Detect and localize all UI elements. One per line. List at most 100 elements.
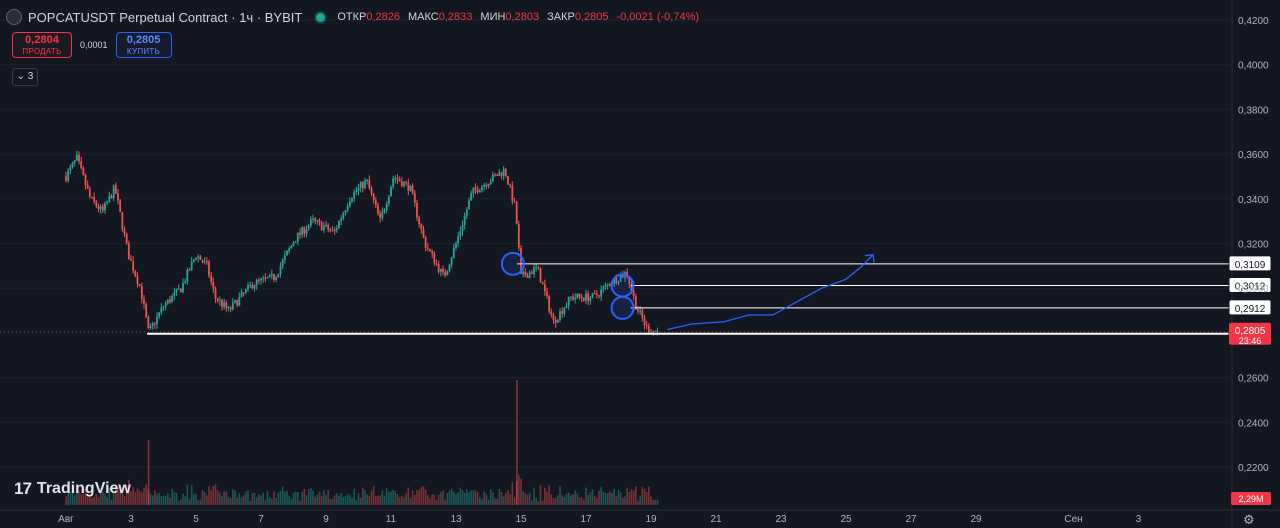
volume-bar bbox=[424, 489, 427, 505]
volume-bar bbox=[236, 497, 238, 505]
buy-button[interactable]: 0,2805 КУПИТЬ bbox=[115, 32, 172, 58]
volume-bar bbox=[344, 495, 347, 505]
candle-body bbox=[125, 233, 128, 244]
price-axis[interactable]: 0,4200 0,4000 0,3800 0,3600 0,3400 0,3200 0,30… bbox=[1229, 16, 1271, 505]
volume-bar bbox=[310, 488, 312, 505]
volume-bar bbox=[238, 493, 241, 505]
volume-bar bbox=[104, 494, 106, 505]
drawings[interactable] bbox=[500, 251, 875, 331]
candle-body bbox=[652, 330, 655, 333]
candle-body bbox=[654, 330, 657, 332]
volume-bar bbox=[396, 494, 399, 505]
volume-bar bbox=[481, 499, 483, 505]
volume-bar bbox=[112, 491, 115, 505]
volume-bar bbox=[565, 493, 568, 505]
volume-bar bbox=[548, 485, 550, 505]
candle-body bbox=[520, 247, 522, 274]
candle-body bbox=[307, 225, 310, 230]
volume-bar bbox=[580, 497, 583, 505]
candle-body bbox=[277, 273, 280, 278]
candle-body bbox=[437, 263, 440, 272]
volume-bar bbox=[108, 488, 111, 505]
candle-body bbox=[637, 309, 639, 312]
volume-bar bbox=[392, 489, 394, 505]
volume-bar bbox=[273, 491, 275, 505]
candle-body bbox=[342, 213, 345, 219]
candle-body bbox=[413, 193, 416, 203]
candle-body bbox=[123, 228, 126, 234]
candle-body bbox=[214, 288, 217, 299]
volume-bar bbox=[637, 500, 639, 505]
candle-body bbox=[634, 295, 637, 310]
candle-body bbox=[561, 311, 564, 314]
settings-gear-icon[interactable]: ⚙ bbox=[1243, 512, 1255, 527]
candle-body bbox=[656, 331, 659, 333]
volume-bar bbox=[524, 493, 527, 505]
volume-bar bbox=[561, 495, 563, 505]
sell-button[interactable]: 0,2804 ПРОДАТЬ bbox=[12, 32, 72, 58]
candle-body bbox=[212, 281, 215, 289]
candle-body bbox=[238, 296, 241, 306]
volume-label: 2,29M bbox=[1238, 494, 1263, 504]
candle-body bbox=[255, 279, 258, 286]
volume-bar bbox=[498, 488, 501, 505]
candle-body bbox=[485, 184, 488, 187]
volume-bar bbox=[394, 491, 397, 505]
candle-body bbox=[303, 227, 306, 234]
candle-body bbox=[498, 172, 501, 176]
volume-bar bbox=[446, 492, 449, 505]
candle-body bbox=[160, 307, 163, 313]
circle-marker bbox=[610, 273, 635, 298]
volume-bar bbox=[327, 490, 329, 505]
candle-body bbox=[548, 296, 551, 312]
volume-bar bbox=[570, 495, 572, 505]
volume-bar bbox=[123, 495, 126, 505]
volume-bar bbox=[299, 500, 301, 505]
chart-title[interactable]: POPCATUSDT Perpetual Contract · 1ч · BYB… bbox=[28, 9, 303, 25]
volume-bar bbox=[557, 495, 559, 505]
candle-body bbox=[578, 293, 581, 297]
volume-bar bbox=[249, 500, 251, 505]
y-tick-label: 0,2200 bbox=[1238, 463, 1269, 474]
candle-body bbox=[593, 293, 596, 295]
level-price-label: 0,3012 bbox=[1235, 282, 1266, 293]
volume-bar bbox=[342, 496, 345, 505]
candle-body bbox=[353, 191, 356, 199]
volume-bar bbox=[201, 490, 204, 505]
candle-body bbox=[320, 221, 323, 230]
indicators-toggle[interactable]: ⌄ 3 bbox=[12, 68, 38, 86]
candle-body bbox=[221, 300, 223, 307]
projection-arrow bbox=[667, 254, 874, 331]
volume-bar bbox=[440, 491, 442, 505]
level-price-label: 0,2912 bbox=[1235, 304, 1266, 315]
volume-bar bbox=[227, 496, 230, 505]
candle-body bbox=[331, 229, 334, 231]
candle-body bbox=[333, 229, 336, 231]
candle-body bbox=[522, 271, 525, 274]
volume-bar bbox=[388, 491, 390, 505]
volume-bar bbox=[639, 495, 641, 505]
sell-price: 0,2804 bbox=[25, 34, 59, 46]
candle-body bbox=[396, 178, 399, 180]
volume-bar bbox=[476, 492, 479, 505]
volume-bar bbox=[247, 490, 249, 505]
candle-body bbox=[138, 284, 141, 286]
volume-bar bbox=[260, 495, 262, 505]
candle-body bbox=[329, 229, 332, 231]
candle-body bbox=[210, 275, 213, 282]
tradingview-logo[interactable]: 17 TradingView bbox=[14, 479, 131, 499]
candle-body bbox=[136, 276, 139, 285]
candle-body bbox=[600, 289, 603, 297]
level-price-tag bbox=[1228, 277, 1272, 294]
chart-header: POPCATUSDT Perpetual Contract · 1ч · BYB… bbox=[6, 6, 699, 28]
volume-bar bbox=[199, 499, 202, 505]
candle-body bbox=[314, 218, 317, 221]
candle-body bbox=[455, 243, 457, 248]
y-tick-label: 0,4200 bbox=[1238, 16, 1269, 27]
volume-bar bbox=[255, 497, 258, 505]
volume-bar bbox=[82, 493, 85, 505]
time-axis[interactable]: Авг 3 5 7 9 11 13 15 17 19 21 23 25 27 29 Сен 3 bbox=[58, 514, 1142, 525]
volume-bar bbox=[195, 493, 197, 505]
candle-body bbox=[145, 304, 148, 318]
